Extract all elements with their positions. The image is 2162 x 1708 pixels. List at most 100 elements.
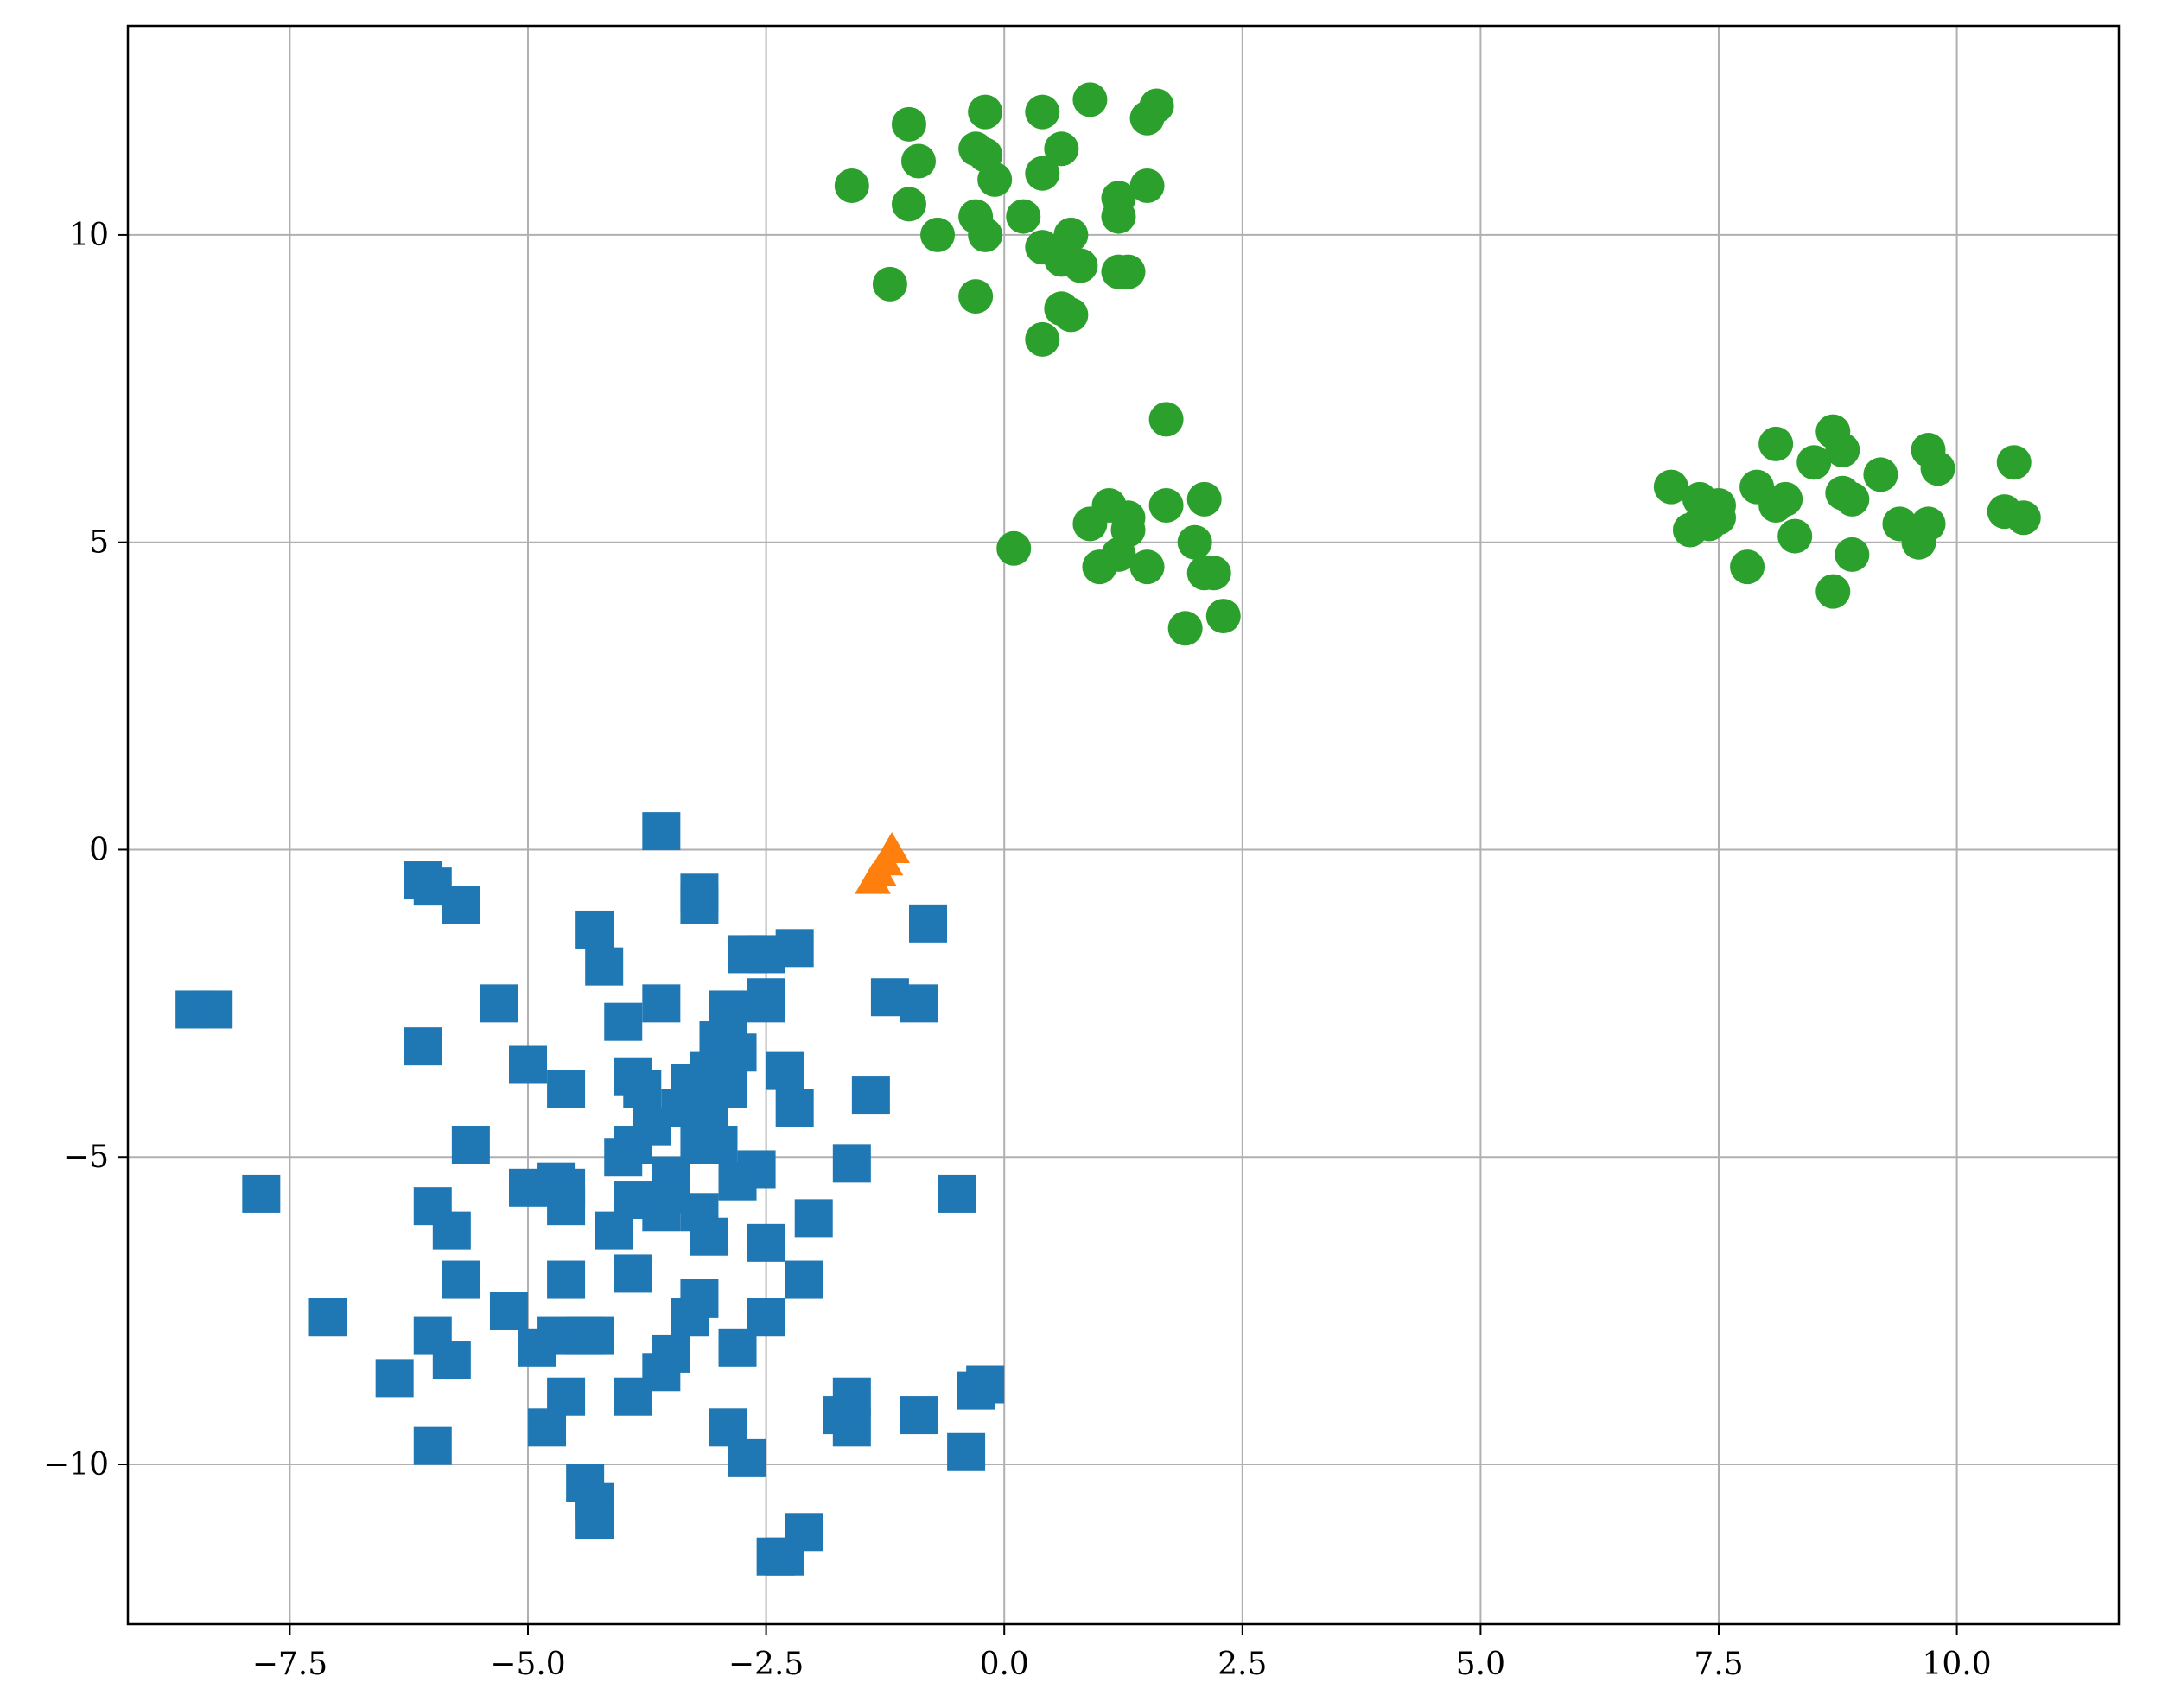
circle-point: [1196, 556, 1231, 591]
circle-point: [900, 143, 936, 179]
x-tick-label: 7.5: [1694, 1647, 1743, 1682]
circle-point: [1796, 445, 1832, 480]
square-point: [680, 886, 719, 924]
square-point: [442, 1260, 480, 1299]
circle-point: [1177, 524, 1212, 560]
square-point: [766, 1051, 804, 1090]
grid: [128, 26, 2119, 1624]
square-point: [614, 1254, 652, 1293]
circle-point: [1025, 94, 1060, 130]
circle-point: [891, 106, 926, 142]
circle-point: [1186, 481, 1222, 517]
square-point: [528, 1408, 567, 1447]
circle-point: [1025, 321, 1060, 357]
circle-point: [1205, 599, 1241, 634]
circle-point: [1653, 469, 1688, 505]
square-point: [451, 1126, 490, 1164]
triangle-point: [855, 862, 891, 894]
circle-point: [1063, 248, 1098, 283]
circle-point: [1148, 488, 1184, 523]
circle-point: [1901, 524, 1936, 560]
circle-point: [1996, 445, 2032, 480]
circle-point: [1129, 168, 1165, 203]
circle-point: [968, 94, 1003, 130]
square-point: [623, 1070, 662, 1108]
circle-point: [1082, 549, 1117, 585]
square-point: [404, 1027, 442, 1066]
square-point: [547, 1070, 586, 1108]
y-tick-label: 5: [89, 525, 109, 561]
square-point: [938, 1174, 976, 1213]
circle-point: [1053, 297, 1089, 333]
x-tick-label: 10.0: [1923, 1647, 1992, 1682]
circle-point: [968, 217, 1003, 252]
square-point: [509, 1045, 548, 1084]
y-tick-label: −5: [63, 1140, 109, 1175]
square-point: [575, 1501, 614, 1540]
circle-point: [977, 162, 1013, 197]
square-point: [699, 1126, 738, 1164]
circle-point: [1044, 131, 1079, 167]
square-point: [947, 1432, 986, 1471]
square-point: [652, 1334, 690, 1373]
square-point: [480, 984, 518, 1023]
square-point: [832, 1408, 871, 1447]
square-point: [604, 1138, 643, 1177]
square-point: [489, 1292, 528, 1330]
square-point: [832, 1144, 871, 1183]
y-tick-label: −10: [43, 1447, 109, 1483]
circle-point: [1815, 574, 1851, 609]
circle-point: [1072, 82, 1108, 117]
circle-point: [1006, 199, 1041, 234]
x-tick-label: 0.0: [980, 1647, 1029, 1682]
square-point: [413, 1426, 452, 1465]
square-point: [194, 990, 233, 1029]
x-tick-label: −5.0: [490, 1647, 565, 1682]
circle-point: [834, 168, 869, 203]
circle-point: [1835, 537, 1870, 572]
circle-point: [1768, 481, 1803, 517]
y-tick-label: 10: [69, 218, 109, 253]
data-marks: [175, 82, 2041, 1576]
square-point: [794, 1199, 833, 1238]
square-point: [575, 1316, 614, 1355]
x-tick-label: −2.5: [728, 1647, 804, 1682]
square-point: [604, 1002, 643, 1041]
y-tick-label: 0: [89, 832, 109, 867]
circle-point: [1920, 451, 1955, 486]
circle-point: [1691, 506, 1726, 542]
square-point: [575, 910, 614, 949]
circle-point: [1025, 156, 1060, 191]
circle-point: [1148, 402, 1184, 437]
circle-point: [2006, 500, 2041, 536]
circle-point: [1110, 254, 1146, 289]
square-point: [642, 1193, 681, 1232]
circle-point: [872, 266, 907, 302]
square-point: [718, 1162, 757, 1201]
square-point: [432, 1211, 471, 1250]
square-point: [851, 1076, 890, 1115]
square-point: [432, 1341, 471, 1380]
square-point: [775, 929, 814, 968]
square-point: [642, 984, 681, 1023]
circle-point: [1863, 457, 1898, 492]
axis-ticks: −7.5 −5.0 −2.5 0.0 2.5 5.0 7.5 10.0 −10 −5 0 5 10: [43, 218, 1992, 1682]
square-point: [308, 1298, 347, 1337]
square-point: [375, 1359, 414, 1398]
square-point: [614, 1377, 652, 1416]
circle-point: [1825, 432, 1860, 467]
square-point: [642, 812, 681, 851]
square-point: [909, 904, 948, 943]
circle-point: [1758, 426, 1794, 461]
circle-point: [1167, 611, 1203, 646]
x-tick-label: 5.0: [1456, 1647, 1505, 1682]
circle-point: [996, 530, 1032, 566]
circle-point: [1129, 549, 1165, 585]
square-point: [690, 1217, 728, 1256]
square-point: [775, 1089, 814, 1127]
square-point: [747, 984, 785, 1023]
square-point: [747, 1223, 785, 1262]
square-point: [785, 1260, 823, 1299]
circle-point: [1129, 100, 1165, 136]
